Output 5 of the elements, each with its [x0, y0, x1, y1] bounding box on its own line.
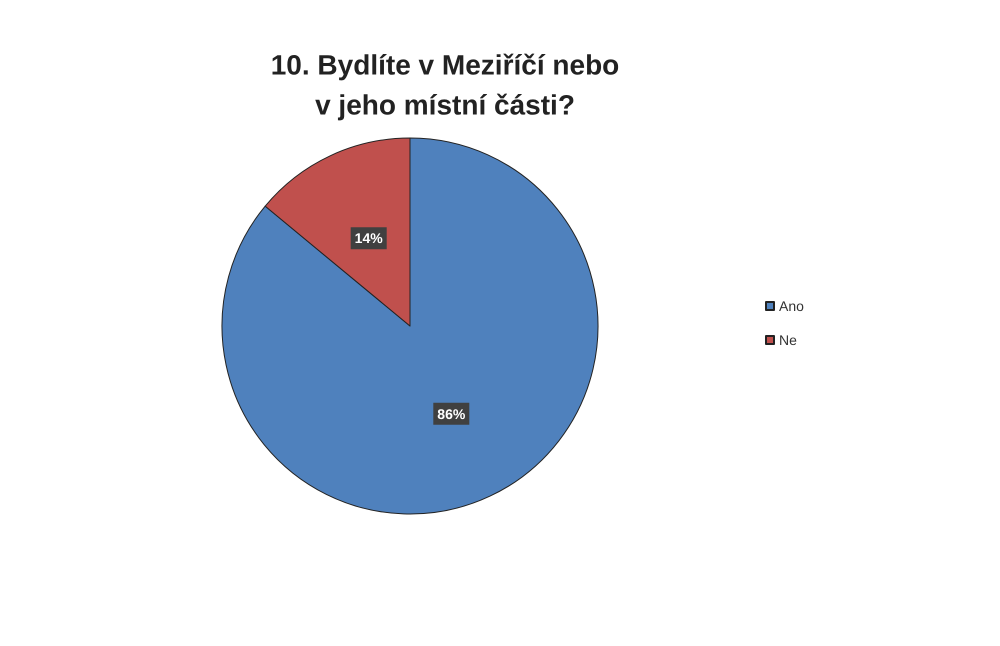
legend-label: Ne	[779, 332, 798, 348]
data-label: 14%	[354, 230, 384, 246]
chart-title: 10. Bydlíte v Meziříčí nebo v jeho místní části?	[270, 50, 620, 120]
legend-label: Ano	[779, 298, 804, 314]
data-label: 86%	[437, 406, 466, 422]
